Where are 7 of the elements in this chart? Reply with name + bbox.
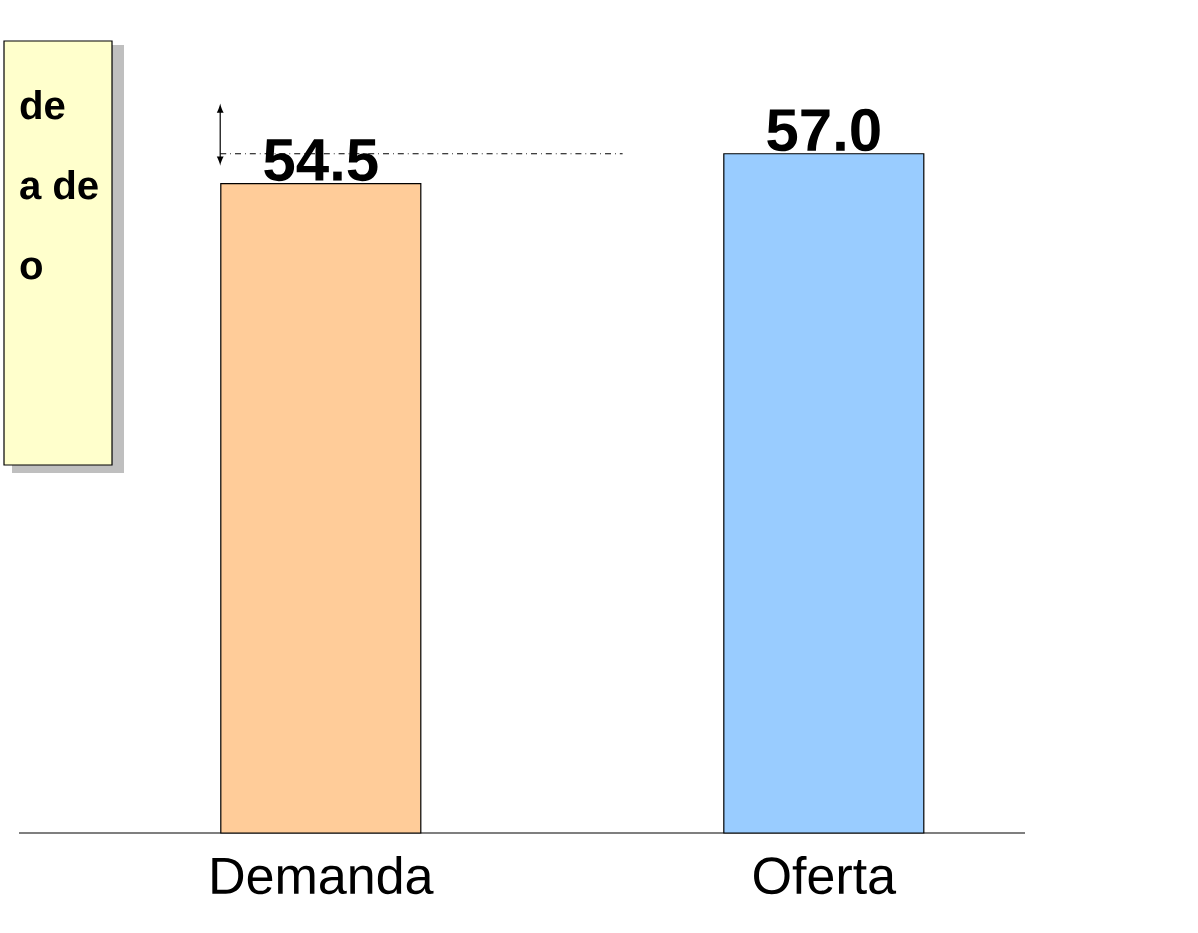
data-label: 54.5 xyxy=(264,139,378,182)
data-label: 57.0 xyxy=(767,108,880,152)
text: de xyxy=(20,90,65,120)
annotation: a de xyxy=(20,170,98,200)
x-tick-label: Demanda xyxy=(212,856,434,895)
annotation: o xyxy=(20,257,42,280)
x-tick-label: Oferta xyxy=(754,856,897,895)
